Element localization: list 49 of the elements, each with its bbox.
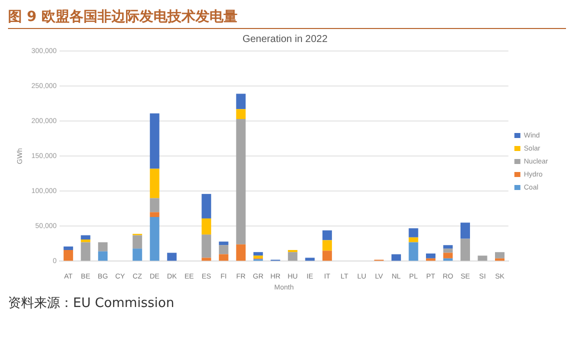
bar xyxy=(236,109,246,119)
bar xyxy=(202,218,212,235)
bar xyxy=(236,118,246,244)
bar xyxy=(64,250,74,261)
bar xyxy=(64,246,74,250)
bar xyxy=(218,242,228,246)
bar xyxy=(478,256,488,261)
bar xyxy=(80,235,90,240)
bar xyxy=(150,217,160,261)
bar xyxy=(132,248,142,261)
bar xyxy=(322,230,332,240)
bar xyxy=(150,198,160,212)
bar xyxy=(408,237,418,242)
bar xyxy=(253,252,263,256)
bar xyxy=(322,250,332,261)
bar xyxy=(408,228,418,238)
bar xyxy=(80,242,90,261)
bar xyxy=(460,238,470,261)
bar xyxy=(98,251,108,261)
bar xyxy=(288,252,298,261)
bar xyxy=(443,248,453,253)
bar xyxy=(495,252,504,258)
bar xyxy=(236,94,246,110)
bar xyxy=(202,194,212,218)
bar xyxy=(288,250,298,252)
bar xyxy=(167,252,177,261)
bar xyxy=(98,242,108,252)
bar xyxy=(322,240,332,251)
bar xyxy=(426,253,436,258)
bar xyxy=(253,256,263,258)
text: 资料来源：EU Commission xyxy=(8,295,176,312)
bar xyxy=(408,242,418,261)
chart-title: 图 9 欧盟各国非边际发电技术发电量 xyxy=(8,8,566,29)
bar xyxy=(305,258,315,261)
bar xyxy=(443,245,453,249)
bar xyxy=(391,254,401,261)
bar xyxy=(150,212,160,218)
bar xyxy=(80,239,90,242)
bar xyxy=(236,244,246,261)
bar xyxy=(218,245,228,254)
bar xyxy=(132,235,142,249)
chart-subtitle: Generation in 2022 xyxy=(242,34,328,45)
bar xyxy=(460,222,470,239)
bar xyxy=(202,234,212,258)
bar xyxy=(443,252,453,258)
bar xyxy=(218,254,228,261)
bar xyxy=(202,258,212,261)
bar xyxy=(150,113,160,169)
bar xyxy=(150,168,160,198)
